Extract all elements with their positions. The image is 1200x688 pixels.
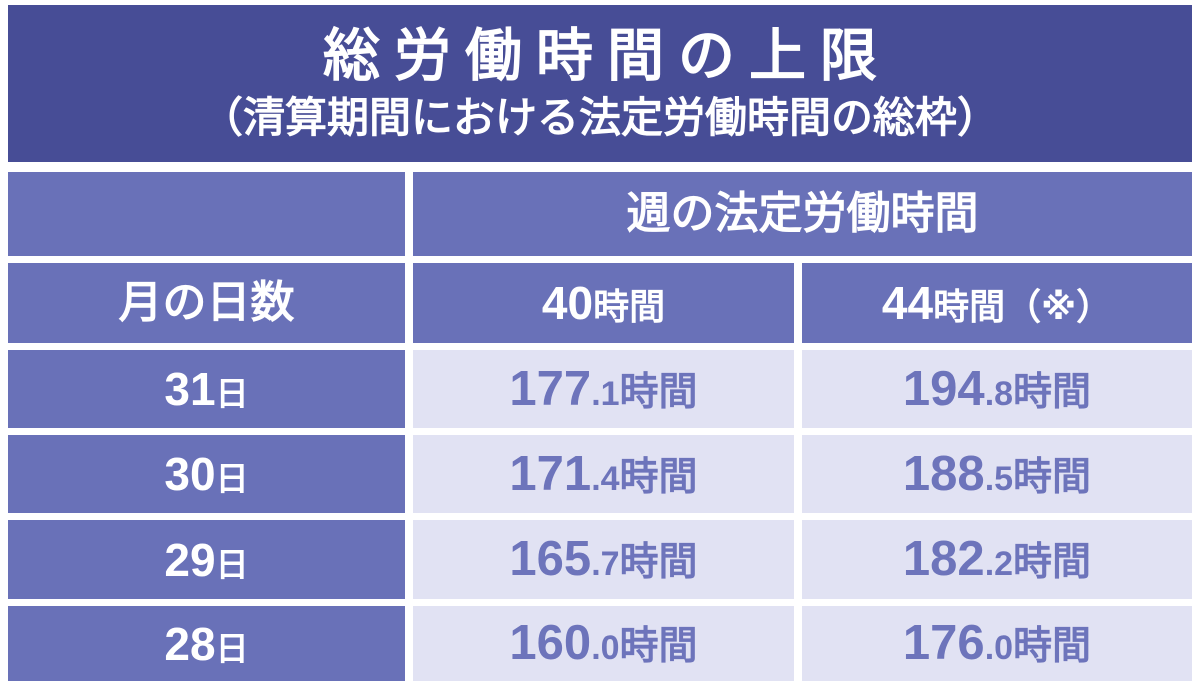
row-header-29days: 29日 — [8, 520, 405, 599]
hours-unit: 時間 — [1013, 541, 1092, 584]
cell-29days-40h: 165.7時間 — [413, 520, 794, 599]
page-subtitle: （清算期間における法定労働時間の総枠） — [200, 93, 999, 141]
cell-28days-44h: 176.0時間 — [802, 606, 1192, 681]
cell-30days-40h: 171.4時間 — [413, 435, 794, 513]
day-unit: 日 — [215, 375, 249, 412]
hours-unit: 時間 — [1013, 625, 1092, 668]
hours-decimal: .4 — [591, 459, 620, 498]
day-number: 31 — [164, 363, 216, 415]
hours-unit: 時間 — [619, 455, 698, 499]
infographic-page: 総労働時間の上限 （清算期間における法定労働時間の総枠） 週の法定労働時間 月の… — [0, 5, 1200, 688]
hours-integer: 165 — [509, 532, 592, 586]
cell-30days-44h: 188.5時間 — [802, 435, 1192, 513]
cell-28days-40h: 160.0時間 — [413, 606, 794, 681]
hours-integer: 182 — [902, 532, 985, 586]
cell-31days-40h: 177.1時間 — [413, 350, 794, 428]
row-header-label-cell: 月の日数 — [8, 263, 405, 343]
row-header-31days: 31日 — [8, 350, 405, 428]
corner-cell — [8, 172, 405, 256]
day-number: 28 — [164, 617, 216, 670]
hours-decimal: .0 — [591, 629, 620, 667]
col-header-44h-number: 44 — [881, 277, 934, 329]
hours-decimal: .0 — [984, 629, 1014, 667]
row-header-28days: 28日 — [8, 606, 405, 681]
day-number: 30 — [164, 448, 216, 500]
col-header-40h: 40時間 — [413, 263, 794, 343]
day-unit: 日 — [215, 629, 249, 667]
day-number: 29 — [164, 533, 216, 586]
hours-integer: 194 — [902, 361, 985, 416]
hours-unit: 時間 — [619, 541, 698, 584]
hours-unit: 時間 — [619, 370, 698, 414]
working-hours-table: 週の法定労働時間 月の日数 40時間 44時間（※） 31日 177.1時間 — [8, 172, 1192, 681]
page-title: 総労働時間の上限 — [323, 24, 891, 88]
hours-integer: 171 — [509, 446, 592, 501]
col-header-40h-unit: 時間 — [593, 286, 666, 327]
row-header-30days: 30日 — [8, 435, 405, 513]
hours-decimal: .2 — [984, 545, 1014, 583]
hours-decimal: .7 — [591, 545, 620, 583]
hours-integer: 188 — [902, 446, 985, 501]
hours-decimal: .1 — [591, 374, 620, 413]
hours-unit: 時間 — [1013, 455, 1092, 499]
hours-decimal: .5 — [984, 459, 1014, 498]
hours-integer: 176 — [902, 616, 985, 670]
col-header-44h-unit: 時間（※） — [933, 286, 1113, 327]
col-header-44h: 44時間（※） — [802, 263, 1192, 343]
hours-integer: 160 — [509, 616, 592, 670]
hours-unit: 時間 — [619, 625, 698, 668]
group-header-cell: 週の法定労働時間 — [413, 172, 1192, 256]
hours-unit: 時間 — [1013, 370, 1092, 414]
cell-31days-44h: 194.8時間 — [802, 350, 1192, 428]
hours-decimal: .8 — [984, 374, 1014, 413]
title-banner: 総労働時間の上限 （清算期間における法定労働時間の総枠） — [8, 5, 1192, 162]
hours-integer: 177 — [509, 361, 592, 416]
day-unit: 日 — [215, 460, 249, 497]
col-header-40h-number: 40 — [541, 277, 594, 329]
cell-29days-44h: 182.2時間 — [802, 520, 1192, 599]
day-unit: 日 — [215, 545, 249, 583]
